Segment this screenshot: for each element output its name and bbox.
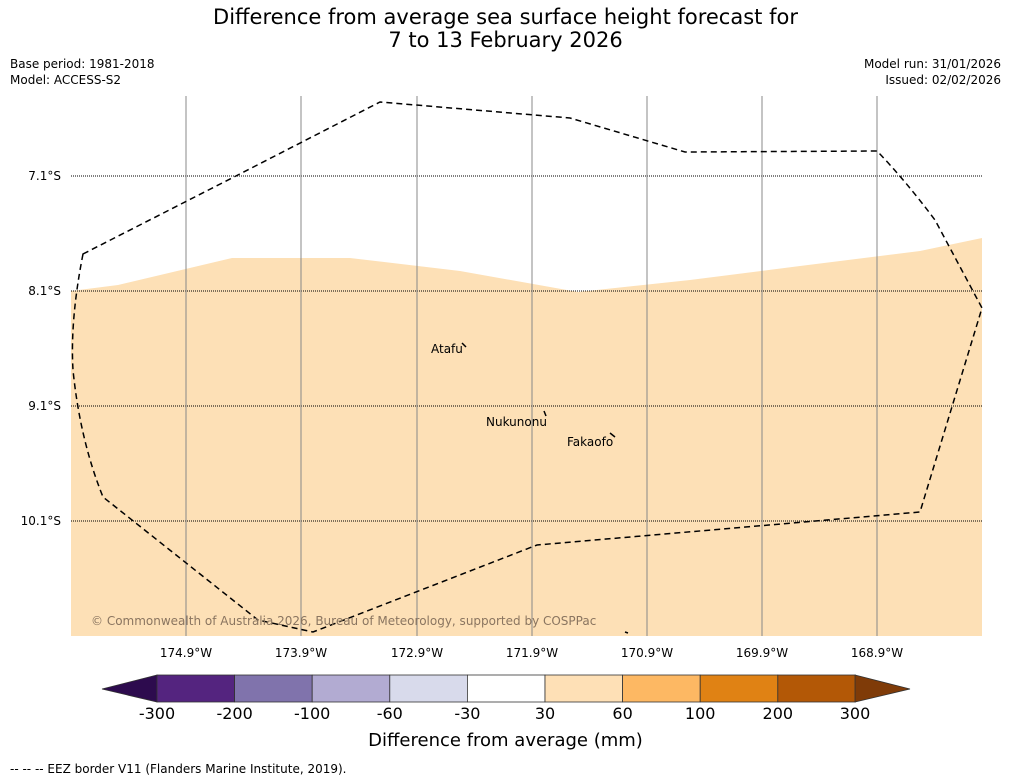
colorbar-tick: 100: [684, 704, 716, 723]
colorbar-tick: -200: [216, 704, 253, 723]
colorbar-tick: 300: [839, 704, 871, 723]
base-period: Base period: 1981-2018: [10, 57, 155, 71]
colorbar-tick: -100: [294, 704, 331, 723]
colorbar-tick: 30: [534, 704, 556, 723]
place-fakaofo: Fakaofo: [567, 435, 614, 449]
lat-label-7-1: 7.1°S: [28, 169, 61, 183]
colorbar-tick: -300: [138, 704, 176, 723]
eez-border: [71, 101, 983, 633]
lon-label-174-9: 174.9°W: [159, 646, 213, 660]
swains-island-marker: [624, 631, 629, 634]
lon-label-171-9: 171.9°W: [505, 646, 559, 660]
colorbar-tick: -60: [376, 704, 403, 723]
chart-title: Difference from average sea surface heig…: [0, 6, 1011, 52]
model-run: Model run: 31/01/2026: [863, 57, 1001, 71]
colorbar-swatch: [234, 674, 313, 703]
colorbar: [101, 674, 911, 703]
place-nukunonu: Nukunonu: [486, 415, 547, 429]
colorbar-swatch: [622, 674, 701, 703]
title-line-1: Difference from average sea surface heig…: [213, 5, 798, 29]
copyright-notice: © Commonwealth of Australia 2026, Bureau…: [91, 614, 597, 628]
lon-label-168-9: 168.9°W: [850, 646, 904, 660]
colorbar-swatch: [699, 674, 779, 703]
lat-label-10-1: 10.1°S: [20, 514, 61, 528]
colorbar-swatch: [311, 674, 391, 703]
eez-footnote: -- -- -- EEZ border V11 (Flanders Marine…: [10, 762, 347, 776]
atafu-island-marker: [461, 342, 467, 348]
place-atafu: Atafu: [431, 342, 463, 356]
colorbar-tick: -30: [454, 704, 481, 723]
lat-label-9-1: 9.1°S: [28, 399, 61, 413]
lat-label-8-1: 8.1°S: [28, 284, 61, 298]
lon-label-170-9: 170.9°W: [620, 646, 674, 660]
lon-label-172-9: 172.9°W: [390, 646, 444, 660]
meta-right: Model run: 31/01/2026 Issued: 02/02/2026: [864, 56, 1001, 88]
issued-date: Issued: 02/02/2026: [885, 73, 1001, 87]
lon-label-173-9: 173.9°W: [274, 646, 328, 660]
meta-left: Base period: 1981-2018 Model: ACCESS-S2: [10, 56, 155, 88]
colorbar-swatch: [777, 674, 856, 703]
colorbar-swatch: [389, 674, 468, 703]
colorbar-tick: 60: [612, 704, 633, 723]
lon-label-169-9: 169.9°W: [735, 646, 789, 660]
model-name: Model: ACCESS-S2: [10, 73, 122, 87]
colorbar-tick: 200: [762, 704, 794, 723]
colorbar-swatch-extend-high: [854, 674, 911, 703]
title-line-2: 7 to 13 February 2026: [388, 28, 623, 52]
nukunonu-island-marker: [543, 410, 547, 417]
colorbar-swatch: [466, 674, 546, 703]
longitude-gridlines: [185, 96, 878, 636]
colorbar-swatch: [156, 674, 235, 703]
colorbar-swatch-extend-low: [101, 674, 158, 703]
colorbar-label: Difference from average (mm): [368, 730, 643, 751]
anomaly-fill-30-60: [71, 238, 982, 636]
colorbar-swatch: [544, 674, 623, 703]
fakaofo-island-marker: [609, 432, 616, 438]
